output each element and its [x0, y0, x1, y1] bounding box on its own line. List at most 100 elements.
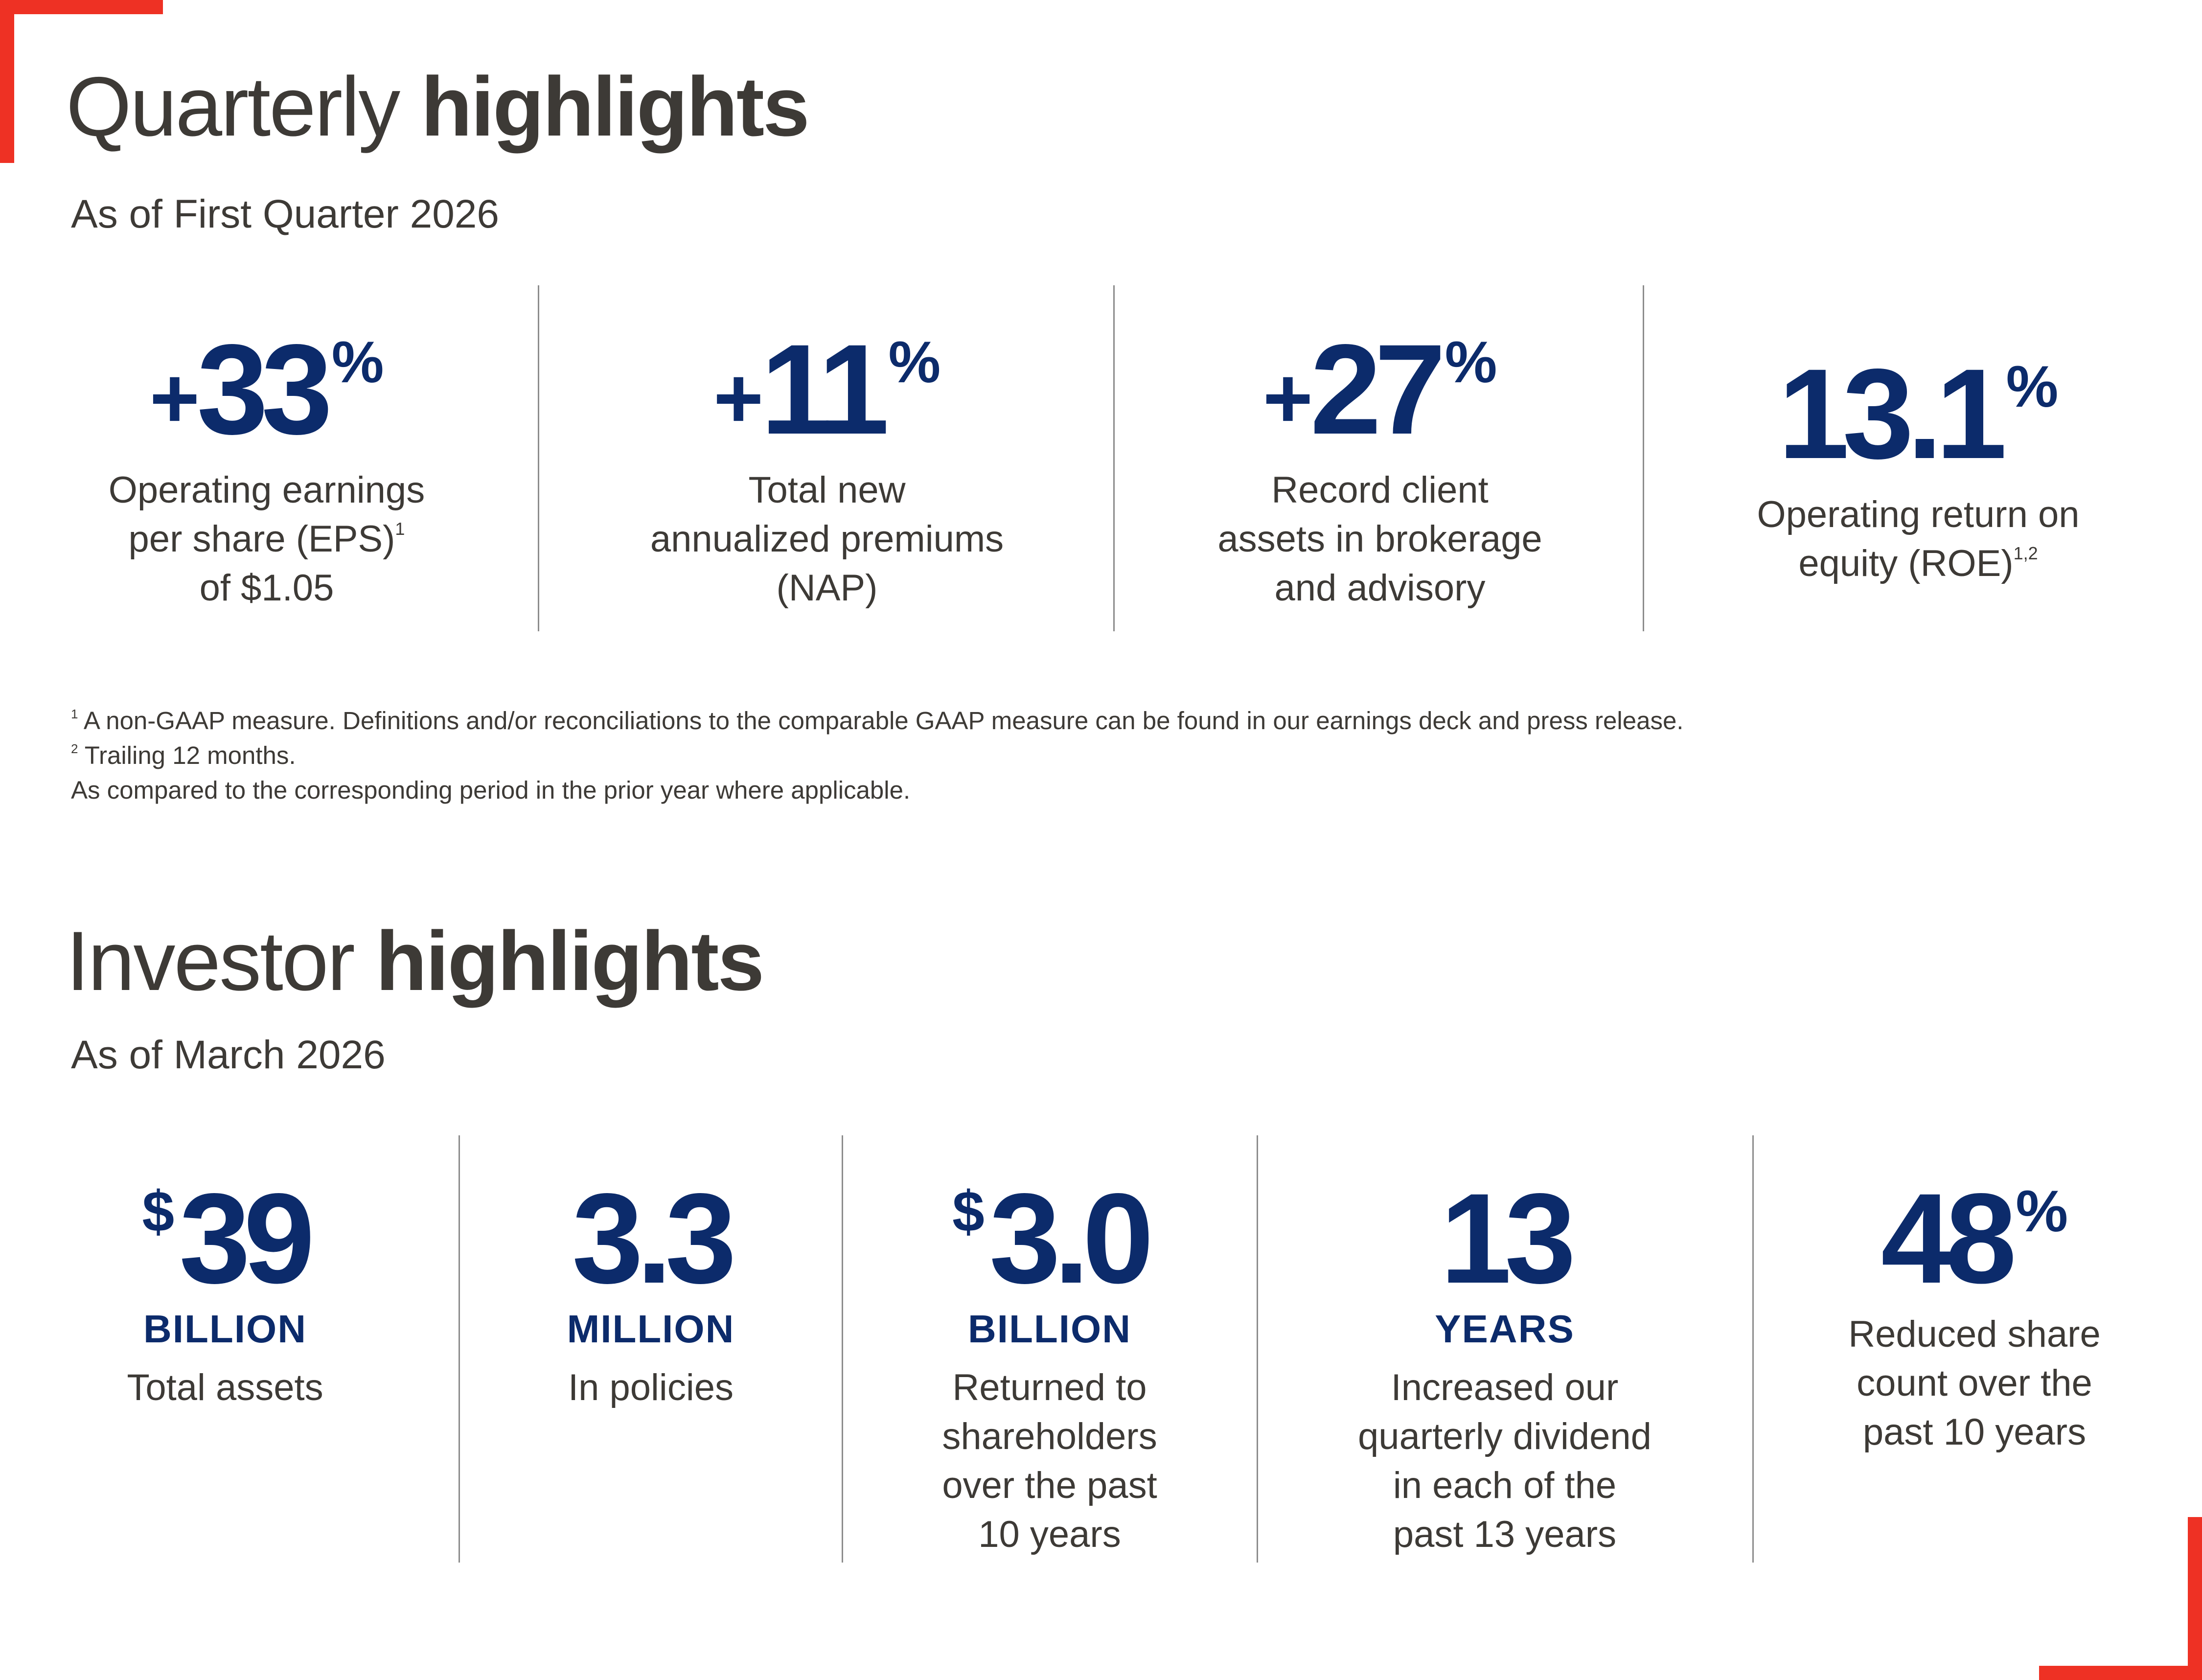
corner-bracket-top-left-vertical	[0, 0, 14, 163]
stat-desc-line: assets in brokerage	[1217, 518, 1542, 560]
investor-stat-share-count: 48% Reduced share count over the past 10…	[1801, 1174, 2148, 1457]
stat-value: 48%	[1801, 1174, 2148, 1303]
stat-desc-line: quarterly dividend	[1358, 1416, 1652, 1457]
stat-desc-line: equity (ROE)	[1798, 543, 2014, 584]
stat-value: $39	[73, 1174, 377, 1303]
divider	[538, 285, 539, 631]
stat-unit: YEARS	[1435, 1307, 1575, 1351]
stat-number: 13.1	[1778, 342, 2007, 485]
footnote-text: Trailing 12 months.	[84, 741, 296, 769]
stat-desc-line: past 10 years	[1862, 1411, 2087, 1453]
stat-unit: BILLION	[143, 1307, 307, 1351]
stat-desc-line: Total new	[748, 469, 906, 511]
stat-description: Increased our quarterly dividend in each…	[1297, 1363, 1713, 1559]
footnote-2: 2 Trailing 12 months.	[71, 738, 1683, 773]
footnote-3: As compared to the corresponding period …	[71, 776, 911, 804]
stat-unit: MILLION	[567, 1307, 735, 1351]
stat-description: Total new annualized premiums (NAP)	[607, 466, 1047, 613]
stat-prefix: +	[1262, 350, 1313, 446]
stat-desc-line: count over the	[1857, 1362, 2092, 1404]
stat-description: Returned to shareholders over the past 1…	[871, 1363, 1228, 1559]
investor-stat-total-assets: $39 BILLION Total assets	[73, 1174, 377, 1412]
stat-suffix: %	[331, 329, 384, 395]
stat-value: $3.0	[871, 1174, 1228, 1303]
quarterly-stat-nap: +11% Total new annualized premiums (NAP)	[607, 325, 1047, 613]
stat-number: 11	[760, 318, 890, 461]
stat-desc-line: past 13 years	[1393, 1514, 1617, 1555]
corner-bracket-bottom-right-horizontal	[2039, 1666, 2202, 1680]
stat-desc-line: and advisory	[1274, 567, 1486, 609]
stat-suffix: %	[888, 329, 941, 395]
footnote-marker: 2	[71, 741, 78, 756]
stat-desc-line: Reduced share	[1848, 1313, 2101, 1355]
stat-unit: BILLION	[968, 1307, 1131, 1351]
footnote-marker: 1	[71, 707, 78, 721]
divider	[1643, 285, 1644, 631]
stat-number: 33	[197, 318, 332, 461]
footnote-marker: 1,2	[2013, 543, 2038, 563]
investor-title-light: Investor	[66, 914, 355, 1008]
stat-value: +33%	[49, 325, 484, 454]
stat-value: +11%	[607, 325, 1047, 454]
stat-desc-line-with-footnote: equity (ROE)1,2	[1688, 539, 2148, 588]
stat-value: 13.1%	[1688, 350, 2148, 478]
stat-description: Operating earnings per share (EPS)1 of $…	[49, 466, 484, 613]
investor-stat-policies: 3.3 MILLION In policies	[494, 1174, 807, 1412]
stat-number: 3.0	[989, 1167, 1154, 1310]
stat-number: 48	[1881, 1167, 2017, 1310]
investor-subtitle: As of March 2026	[71, 1033, 386, 1077]
stat-desc-line: In policies	[568, 1367, 734, 1408]
stat-desc-line: Operating earnings	[108, 469, 425, 511]
stat-number: 39	[179, 1167, 315, 1310]
stat-suffix: %	[2006, 354, 2059, 419]
stat-desc-line: Increased our	[1391, 1367, 1619, 1408]
stat-desc-line: annualized premiums	[650, 518, 1004, 560]
stat-desc-line: Operating return on	[1757, 494, 2080, 535]
stat-desc-line: in each of the	[1393, 1465, 1617, 1506]
quarterly-stat-eps: +33% Operating earnings per share (EPS)1…	[49, 325, 484, 613]
stat-number: 3.3	[572, 1167, 736, 1310]
investor-stat-dividend: 13 YEARS Increased our quarterly dividen…	[1297, 1174, 1713, 1559]
corner-bracket-top-left-horizontal	[0, 0, 163, 14]
stat-desc-line: 10 years	[978, 1514, 1121, 1555]
divider	[842, 1135, 843, 1563]
stat-desc-line: Record client	[1271, 469, 1489, 511]
stat-value: +27%	[1160, 325, 1600, 454]
stat-desc-line: Returned to	[952, 1367, 1147, 1408]
stat-description: Record client assets in brokerage and ad…	[1160, 466, 1600, 613]
stat-desc-line-with-footnote: per share (EPS)1	[49, 515, 484, 564]
stat-description: Reduced share count over the past 10 yea…	[1801, 1310, 2148, 1457]
stat-number: 13	[1440, 1167, 1576, 1310]
corner-bracket-bottom-right-vertical	[2188, 1517, 2202, 1680]
stat-suffix: %	[2016, 1178, 2068, 1244]
investor-highlights-title: Investor highlights	[66, 919, 764, 1003]
footnote-1: 1 A non-GAAP measure. Definitions and/or…	[71, 703, 1683, 738]
stat-desc-line: per share (EPS)	[128, 518, 395, 560]
divider	[459, 1135, 460, 1563]
stat-number: 27	[1310, 318, 1445, 461]
stat-desc-line: Total assets	[127, 1367, 323, 1408]
stat-prefix: +	[149, 350, 200, 446]
quarterly-highlights-title: Quarterly highlights	[66, 65, 810, 149]
quarterly-stat-roe: 13.1% Operating return on equity (ROE)1,…	[1688, 350, 2148, 588]
stat-description: Total assets	[73, 1363, 377, 1412]
stat-value: 13	[1297, 1174, 1713, 1303]
divider	[1257, 1135, 1258, 1563]
divider	[1113, 285, 1115, 631]
divider	[1752, 1135, 1754, 1563]
stat-desc-line: over the past	[942, 1465, 1157, 1506]
currency-sign: $	[142, 1179, 175, 1244]
stat-suffix: %	[1445, 329, 1497, 395]
investor-stat-returned: $3.0 BILLION Returned to shareholders ov…	[871, 1174, 1228, 1559]
stat-prefix: +	[713, 350, 764, 446]
footnote-text: A non-GAAP measure. Definitions and/or r…	[83, 707, 1684, 735]
footnotes: 1 A non-GAAP measure. Definitions and/or…	[71, 703, 1683, 807]
quarterly-subtitle: As of First Quarter 2026	[71, 192, 500, 236]
stat-description: In policies	[494, 1363, 807, 1412]
stat-desc-line: shareholders	[942, 1416, 1157, 1457]
quarterly-title-light: Quarterly	[66, 60, 400, 154]
footnote-marker: 1	[395, 519, 405, 539]
stat-description: Operating return on equity (ROE)1,2	[1688, 490, 2148, 588]
stat-desc-line: of $1.05	[199, 567, 334, 609]
currency-sign: $	[952, 1179, 985, 1244]
